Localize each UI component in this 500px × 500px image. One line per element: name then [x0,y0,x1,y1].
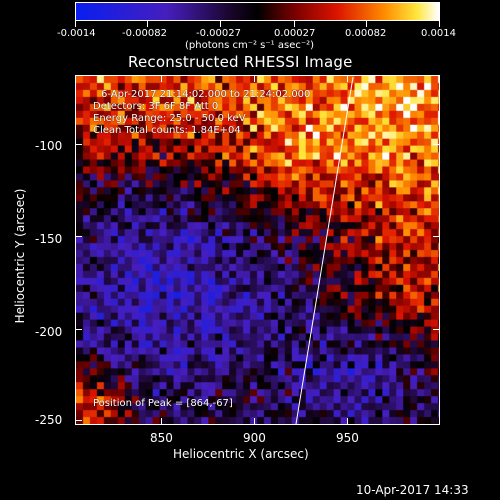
x-tick-label: 950 [336,431,359,445]
y-axis-tick [76,420,82,421]
colorbar-tick [439,21,440,27]
reconstructed-image [76,76,439,424]
colorbar-tick [366,21,367,27]
x-axis-tick-top [347,76,348,82]
info-clean-counts: Clean Total counts: 1.84E+04 [93,125,241,136]
y-axis-tick [76,329,82,330]
y-axis-tick-right [433,236,439,237]
y-axis-tick-right [433,144,439,145]
y-tick-label: -150 [35,232,63,246]
x-axis-tick [254,418,255,424]
y-tick-label: -250 [35,413,63,427]
footer-timestamp: 10-Apr-2017 14:33 [356,483,469,497]
x-axis-tick-top [254,76,255,82]
colorbar-gradient [76,3,439,20]
y-axis-tick [76,236,82,237]
y-axis-label: Heliocentric Y (arcsec) [13,188,27,324]
image-plot [75,75,440,425]
colorbar-tick-label: -0.00082 [122,28,167,39]
y-tick-label: -200 [35,325,63,339]
info-energy-range: Energy Range: 25.0 - 50.0 keV [93,113,246,124]
info-time-range: 6-Apr-2017 21:14:02.000 to 21:24:02.000 [101,89,311,100]
plot-title: Reconstructed RHESSI Image [128,53,353,71]
colorbar-tick [147,21,148,27]
x-axis-label: Heliocentric X (arcsec) [173,447,309,461]
colorbar [75,2,440,21]
info-detectors: Detectors: 3F 6F 8F Att 0 [93,101,219,112]
colorbar-tick-label: -0.0014 [57,28,96,39]
peak-position-label: Position of Peak = [864,-67] [93,398,233,409]
y-axis-tick-right [433,329,439,330]
y-axis-tick [76,144,82,145]
x-tick-label: 850 [150,431,173,445]
colorbar-units-label: (photons cm⁻² s⁻¹ asec⁻²) [185,40,315,51]
colorbar-tick [75,21,76,27]
y-tick-label: -100 [35,139,63,153]
colorbar-tick-label: 0.00027 [274,28,316,39]
x-axis-tick [161,418,162,424]
colorbar-tick-label: 0.0014 [421,28,456,39]
colorbar-tick-label: -0.00027 [196,28,241,39]
solar-limb-line [295,76,354,425]
x-axis-tick-top [161,76,162,82]
x-axis-tick [347,418,348,424]
colorbar-tick [220,21,221,27]
x-tick-label: 900 [243,431,266,445]
colorbar-tick-label: 0.00082 [345,28,387,39]
colorbar-tick [294,21,295,27]
